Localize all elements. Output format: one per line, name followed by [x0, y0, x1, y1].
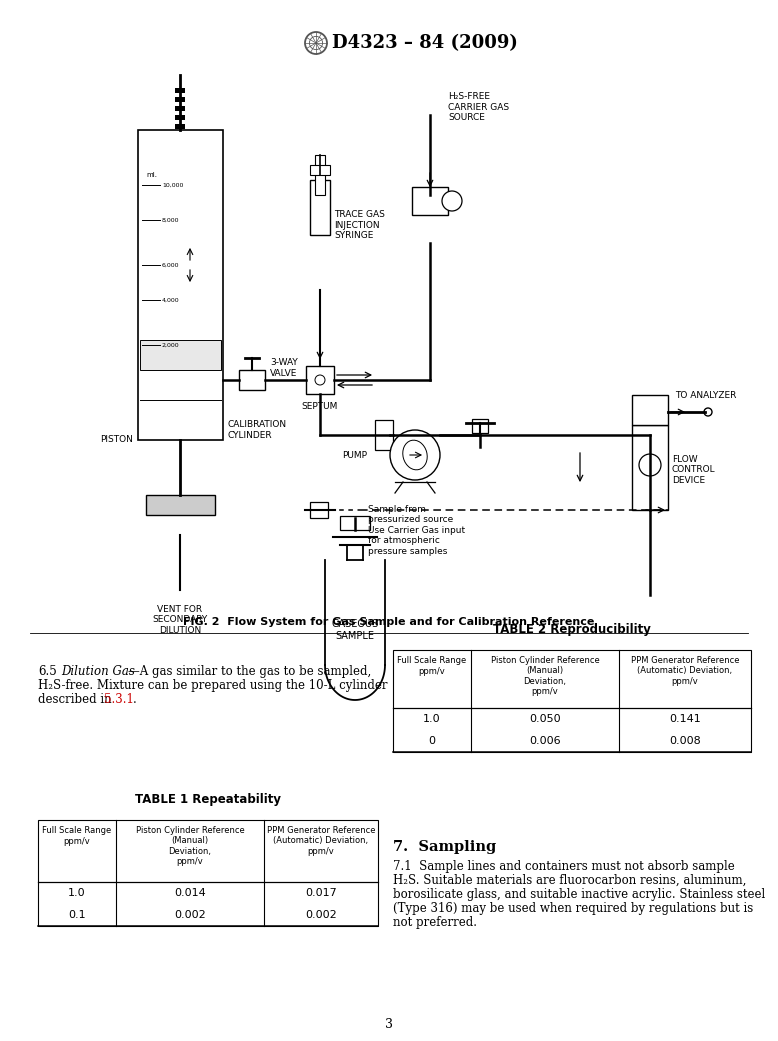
Text: Piston Cylinder Reference: Piston Cylinder Reference: [491, 656, 599, 665]
Text: SEPTUM: SEPTUM: [302, 402, 338, 411]
Text: (Type 316) may be used when required by regulations but is: (Type 316) may be used when required by …: [393, 902, 753, 915]
Bar: [412, 187, 448, 215]
Text: Deviation,: Deviation,: [524, 677, 566, 686]
Text: PISTON: PISTON: [100, 435, 133, 445]
Text: 0: 0: [429, 736, 436, 746]
Text: TABLE 1 Repeatability: TABLE 1 Repeatability: [135, 793, 281, 806]
Text: described in: described in: [38, 693, 115, 706]
Text: (Manual): (Manual): [527, 666, 563, 676]
Text: D4323 – 84 (2009): D4323 – 84 (2009): [332, 34, 518, 52]
Text: 0.006: 0.006: [529, 736, 561, 746]
Bar: [239, 370, 265, 390]
Bar: [472, 418, 488, 433]
Text: Piston Cylinder Reference: Piston Cylinder Reference: [135, 826, 244, 835]
Text: .: .: [133, 693, 137, 706]
Text: 0.002: 0.002: [305, 910, 337, 920]
Bar: [310, 180, 330, 235]
Text: PUMP: PUMP: [342, 451, 367, 459]
Text: 6.5: 6.5: [38, 665, 57, 678]
Text: 7.  Sampling: 7. Sampling: [393, 840, 496, 854]
Bar: [632, 395, 668, 425]
Text: (Manual): (Manual): [171, 837, 209, 845]
Text: TO ANALYZER: TO ANALYZER: [675, 390, 736, 400]
Bar: [306, 366, 334, 393]
Circle shape: [639, 454, 661, 476]
Bar: [375, 420, 393, 450]
Text: FIG. 2  Flow System for Gas Sample and for Calibration Reference: FIG. 2 Flow System for Gas Sample and fo…: [184, 617, 594, 627]
Text: 6,000: 6,000: [162, 262, 180, 268]
Text: 1.0: 1.0: [68, 888, 86, 898]
Text: 0.008: 0.008: [669, 736, 701, 746]
Text: 1.0: 1.0: [423, 714, 441, 723]
Text: TRACE GAS
INJECTION
SYRINGE: TRACE GAS INJECTION SYRINGE: [334, 210, 385, 239]
Bar: [340, 516, 370, 530]
Text: 0.002: 0.002: [174, 910, 206, 920]
Text: not preferred.: not preferred.: [393, 916, 477, 929]
Ellipse shape: [403, 440, 427, 469]
Bar: [175, 97, 185, 102]
Text: ppm/v: ppm/v: [307, 847, 335, 856]
Text: H₂S-FREE
CARRIER GAS
SOURCE: H₂S-FREE CARRIER GAS SOURCE: [448, 92, 509, 122]
Text: 3: 3: [385, 1018, 393, 1032]
Text: 2,000: 2,000: [162, 342, 180, 348]
Text: ml.: ml.: [146, 172, 157, 178]
Text: Deviation,: Deviation,: [169, 847, 212, 856]
Text: TABLE 2 Reproducibility: TABLE 2 Reproducibility: [493, 623, 651, 636]
Text: H₂S. Suitable materials are fluorocarbon resins, aluminum,: H₂S. Suitable materials are fluorocarbon…: [393, 874, 746, 887]
Text: 0.017: 0.017: [305, 888, 337, 898]
Bar: [146, 496, 215, 515]
Circle shape: [390, 430, 440, 480]
Text: borosilicate glass, and suitable inactive acrylic. Stainless steel: borosilicate glass, and suitable inactiv…: [393, 888, 766, 902]
Text: 3-WAY
VALVE: 3-WAY VALVE: [270, 358, 298, 378]
Text: 0.1: 0.1: [68, 910, 86, 920]
Text: FLOW
CONTROL
DEVICE: FLOW CONTROL DEVICE: [672, 455, 716, 485]
Text: 5.3.1: 5.3.1: [104, 693, 134, 706]
Circle shape: [704, 408, 712, 416]
Text: H₂S-free. Mixture can be prepared using the 10-L cylinder: H₂S-free. Mixture can be prepared using …: [38, 679, 387, 692]
Text: 0.141: 0.141: [669, 714, 701, 723]
Circle shape: [442, 191, 462, 211]
Text: PPM Generator Reference: PPM Generator Reference: [631, 656, 739, 665]
Bar: [175, 106, 185, 111]
Bar: [175, 124, 185, 129]
Bar: [393, 650, 751, 752]
Text: ppm/v: ppm/v: [177, 858, 203, 866]
Text: 4,000: 4,000: [162, 298, 180, 303]
Bar: [138, 130, 223, 440]
Text: ppm/v: ppm/v: [64, 837, 90, 845]
Text: Dilution Gas: Dilution Gas: [61, 665, 135, 678]
Text: Full Scale Range: Full Scale Range: [42, 826, 111, 835]
Text: 10,000: 10,000: [162, 182, 184, 187]
Text: —A gas similar to the gas to be sampled,: —A gas similar to the gas to be sampled,: [128, 665, 371, 678]
Text: Full Scale Range: Full Scale Range: [398, 656, 467, 665]
Text: ppm/v: ppm/v: [531, 687, 559, 696]
Bar: [310, 502, 328, 518]
Text: PPM Generator Reference: PPM Generator Reference: [267, 826, 375, 835]
Text: 0.014: 0.014: [174, 888, 206, 898]
Text: GASEOUS
SAMPLE: GASEOUS SAMPLE: [331, 619, 379, 641]
Text: Sample from
pressurized source
Use Carrier Gas input
for atmospheric
pressure sa: Sample from pressurized source Use Carri…: [368, 505, 465, 556]
Bar: [140, 340, 221, 370]
Text: CALIBRATION
CYLINDER: CALIBRATION CYLINDER: [228, 421, 287, 439]
Text: ppm/v: ppm/v: [671, 677, 699, 686]
Text: 8,000: 8,000: [162, 218, 180, 223]
Text: VENT FOR
SECONDARY
DILUTION: VENT FOR SECONDARY DILUTION: [152, 605, 208, 635]
Text: 0.050: 0.050: [529, 714, 561, 723]
Text: 7.1  Sample lines and containers must not absorb sample: 7.1 Sample lines and containers must not…: [393, 860, 734, 873]
Bar: [38, 820, 378, 926]
Text: (Automatic) Deviation,: (Automatic) Deviation,: [273, 837, 369, 845]
Bar: [310, 166, 330, 175]
Bar: [315, 155, 325, 195]
Bar: [175, 115, 185, 120]
Text: ppm/v: ppm/v: [419, 666, 445, 676]
Text: (Automatic) Deviation,: (Automatic) Deviation,: [637, 666, 733, 676]
Circle shape: [315, 375, 325, 385]
Bar: [175, 88, 185, 93]
Bar: [632, 425, 668, 510]
